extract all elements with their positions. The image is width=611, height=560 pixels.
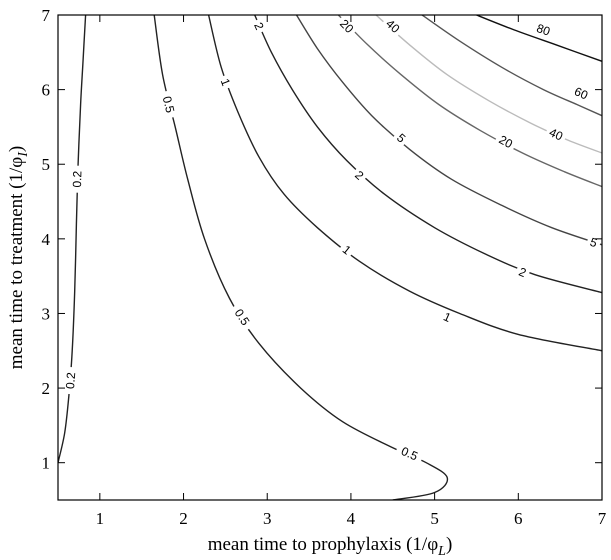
- y-tick-label: 7: [42, 6, 51, 25]
- contour-label-40: 40: [543, 123, 569, 145]
- x-tick-label: 4: [347, 509, 356, 528]
- contour-label-text: 0.2: [70, 170, 84, 187]
- contour-line-1: [207, 15, 602, 352]
- contour-labels: 0.2 0.2 0.5 0.5 0.5 1 1 1 2 2 2 5 5 20 20 40 40 60 80: [62, 14, 603, 466]
- contour-label-5: 5: [391, 128, 411, 148]
- contour-line-60: [421, 15, 602, 117]
- contour-label-1: 1: [337, 240, 357, 260]
- y-axis-label: mean time to treatment (1/φI): [6, 146, 31, 370]
- y-tick-label: 2: [42, 379, 51, 398]
- contour-label-2: 2: [513, 263, 532, 282]
- contour-line-0.2: [58, 15, 87, 463]
- contour-label-text: 1: [218, 77, 234, 88]
- contour-label-20: 20: [334, 14, 359, 39]
- contour-label-1: 1: [216, 73, 235, 91]
- contour-label-text: 60: [572, 84, 590, 102]
- contour-label-text: 20: [497, 132, 516, 151]
- y-tick-label: 1: [42, 454, 51, 473]
- y-tick-label: 3: [42, 304, 51, 323]
- contour-line-0.5: [153, 15, 449, 500]
- contour-label-0.2: 0.2: [69, 165, 85, 193]
- x-tick-label: 6: [514, 509, 523, 528]
- x-tick-label: 2: [179, 509, 188, 528]
- x-tick-label: 3: [263, 509, 272, 528]
- y-tick-label: 5: [42, 155, 51, 174]
- contour-label-5: 5: [585, 233, 603, 252]
- y-axis-ticks: 1 2 3 4 5 6 7: [42, 6, 602, 473]
- x-tick-label: 1: [96, 509, 105, 528]
- contour-label-text: 0.5: [399, 444, 420, 464]
- contour-label-40: 40: [380, 14, 405, 39]
- contour-label-2: 2: [349, 165, 369, 185]
- contour-label-0.2: 0.2: [62, 366, 79, 395]
- contour-label-80: 80: [531, 19, 556, 40]
- contour-label-1: 1: [438, 308, 456, 327]
- contour-label-0.5: 0.5: [158, 89, 179, 120]
- contour-label-0.5: 0.5: [394, 441, 425, 466]
- contour-lines: [58, 15, 602, 500]
- contour-line-20: [337, 15, 602, 188]
- contour-label-text: 0.2: [63, 371, 78, 389]
- contour-line-2: [254, 15, 602, 294]
- contour-line-40: [375, 15, 602, 154]
- x-axis-ticks: 1 2 3 4 5 6 7: [96, 15, 607, 528]
- contour-label-20: 20: [493, 130, 518, 153]
- contour-label-text: 5: [588, 235, 599, 251]
- x-tick-label: 7: [598, 509, 607, 528]
- y-tick-label: 4: [42, 230, 51, 249]
- plot-frame: [57, 14, 603, 501]
- contour-line-80: [476, 15, 602, 62]
- contour-label-0.5: 0.5: [228, 302, 256, 333]
- contour-label-text: 40: [547, 125, 565, 143]
- x-tick-label: 5: [430, 509, 439, 528]
- contour-line-5: [295, 15, 602, 246]
- y-tick-label: 6: [42, 81, 51, 100]
- contour-label-60: 60: [569, 82, 594, 104]
- contour-label-text: 80: [535, 21, 553, 39]
- x-axis-label: mean time to prophylaxis (1/φL): [208, 534, 453, 559]
- contour-label-2: 2: [249, 17, 268, 35]
- contour-label-text: 0.5: [160, 95, 178, 115]
- contour-label-text: 2: [517, 265, 529, 281]
